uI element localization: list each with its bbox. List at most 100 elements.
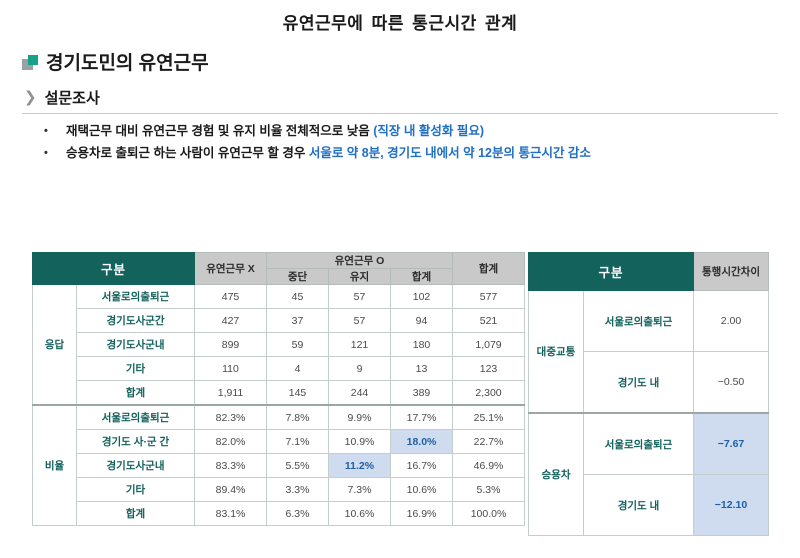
cell: 427 [194,308,267,333]
cell: 83.3% [194,453,267,478]
cell: 37 [266,308,329,333]
table-row: 기타 89.4% 3.3% 7.3% 10.6% 5.3% [33,477,525,502]
cell: 1,911 [194,380,267,406]
slide-title: 유연근무에 따른 통근시간 관계 [282,14,518,33]
group-label-public-transit: 대중교통 [528,290,584,414]
cell-highlighted: −7.67 [693,412,769,475]
list-item: • 재택근무 대비 유연근무 경험 및 유지 비율 전체적으로 낮음 (직장 내… [44,123,800,139]
cell: 102 [390,284,453,309]
side-data-table-wrapper: 구분 통행시간차이 대중교통 서울로의출퇴근 2.00 경기도 내 −0.50 … [528,252,769,536]
cell: 5.3% [452,477,525,502]
row-label: 기타 [76,477,195,502]
cell: 145 [266,380,329,406]
cell: 16.9% [390,501,453,526]
row-label: 합계 [76,380,195,406]
row-label: 서울로의출퇴근 [76,404,195,430]
table-row: 기타 110 4 9 13 123 [33,356,525,381]
bullet-list: • 재택근무 대비 유연근무 경험 및 유지 비율 전체적으로 낮음 (직장 내… [44,123,800,161]
table-row: 합계 83.1% 6.3% 10.6% 16.9% 100.0% [33,501,525,526]
cell: 2.00 [693,290,769,352]
cell-highlighted: 11.2% [328,453,391,478]
cell: 59 [266,332,329,357]
th-side-metric: 통행시간차이 [693,252,769,291]
group-label-respondents: 응답 [32,284,77,406]
cell: 13 [390,356,453,381]
cell: 5.5% [266,453,329,478]
cell: 110 [194,356,267,381]
cell-highlighted: −12.10 [693,474,769,536]
row-label: 경기도사군내 [76,332,195,357]
row-label: 경기도 내 [583,351,694,414]
cell: 123 [452,356,525,381]
cell-highlighted: 18.0% [390,429,453,454]
table-row: 합계 1,911 145 244 389 2,300 [33,380,525,406]
main-data-table: 구분 유연근무 X 유연근무 O 합계 중단 유지 합계 응답 서울로의출퇴근 … [32,252,525,526]
main-data-table-wrapper: 구분 유연근무 X 유연근무 O 합계 중단 유지 합계 응답 서울로의출퇴근 … [32,252,525,526]
cell: 9.9% [328,404,391,430]
cell: 7.8% [266,404,329,430]
row-label: 서울로의출퇴근 [583,290,694,352]
bullet-text-highlight: 서울로 약 8분, 경기도 내에서 약 12분의 통근시간 감소 [308,146,591,160]
cell: 17.7% [390,404,453,430]
cell: 521 [452,308,525,333]
cell: −0.50 [693,351,769,414]
th-gubun: 구분 [32,252,195,285]
bullet-text-plain: 승용차로 출퇴근 하는 사람이 유연근무 할 경우 [66,146,309,160]
cell: 46.9% [452,453,525,478]
row-label: 경기도사군내 [76,453,195,478]
th-flex-yes-stopped: 중단 [266,268,329,285]
sub-heading-label: 설문조사 [44,90,100,107]
cell: 9 [328,356,391,381]
th-flex-yes-total: 합계 [390,268,453,285]
cell: 16.7% [390,453,453,478]
bullet-text-highlight: (직장 내 활성화 필요) [373,124,485,138]
side-data-table: 구분 통행시간차이 대중교통 서울로의출퇴근 2.00 경기도 내 −0.50 … [528,252,769,536]
table-row: 경기도사군내 83.3% 5.5% 11.2% 16.7% 46.9% [33,453,525,478]
bullet-marker: • [44,147,48,159]
section-heading: 경기도민의 유연근무 [22,54,800,73]
cell: 83.1% [194,501,267,526]
row-label: 경기도 내 [583,474,694,536]
chevron-right-icon: ❯ [24,89,37,106]
bullet-text: 승용차로 출퇴근 하는 사람이 유연근무 할 경우 서울로 약 8분, 경기도 … [66,145,591,161]
group-label-ratio: 비율 [32,404,77,526]
cell: 4 [266,356,329,381]
cell: 45 [266,284,329,309]
table-row: 경기도 내 −0.50 [529,351,769,414]
list-item: • 승용차로 출퇴근 하는 사람이 유연근무 할 경우 서울로 약 8분, 경기… [44,145,800,161]
double-square-icon [22,55,39,72]
cell: 899 [194,332,267,357]
table-row: 대중교통 서울로의출퇴근 2.00 [528,290,769,414]
cell: 89.4% [194,477,267,502]
cell: 1,079 [452,332,525,357]
th-flex-no: 유연근무 X [194,252,267,285]
cell: 180 [390,332,453,357]
cell: 577 [452,284,525,309]
section-heading-label: 경기도민의 유연근무 [46,53,209,74]
cell: 10.9% [328,429,391,454]
cell: 57 [328,308,391,333]
divider [22,113,778,114]
group-label-car: 승용차 [528,412,584,536]
cell: 121 [328,332,391,357]
th-flex-yes-kept: 유지 [328,268,391,285]
table-header-row: 구분 유연근무 X 유연근무 O 합계 [32,252,525,285]
row-label: 서울로의출퇴근 [583,412,694,475]
cell: 25.1% [452,404,525,430]
cell: 10.6% [328,501,391,526]
cell: 22.7% [452,429,525,454]
bullet-text-plain: 재택근무 대비 유연근무 경험 및 유지 비율 전체적으로 낮음 [66,124,374,138]
cell: 3.3% [266,477,329,502]
cell: 2,300 [452,380,525,406]
row-label: 기타 [76,356,195,381]
table-row: 경기도사군내 899 59 121 180 1,079 [33,332,525,357]
cell: 57 [328,284,391,309]
cell: 94 [390,308,453,333]
bullet-text: 재택근무 대비 유연근무 경험 및 유지 비율 전체적으로 낮음 (직장 내 활… [66,123,484,139]
table-header-row: 구분 통행시간차이 [528,252,769,291]
cell: 7.3% [328,477,391,502]
table-subheader-row: 중단 유지 합계 [33,268,525,285]
bullet-marker: • [44,125,48,137]
th-side-gubun: 구분 [528,252,694,291]
table-row: 경기도 사·군 간 82.0% 7.1% 10.9% 18.0% 22.7% [33,429,525,454]
